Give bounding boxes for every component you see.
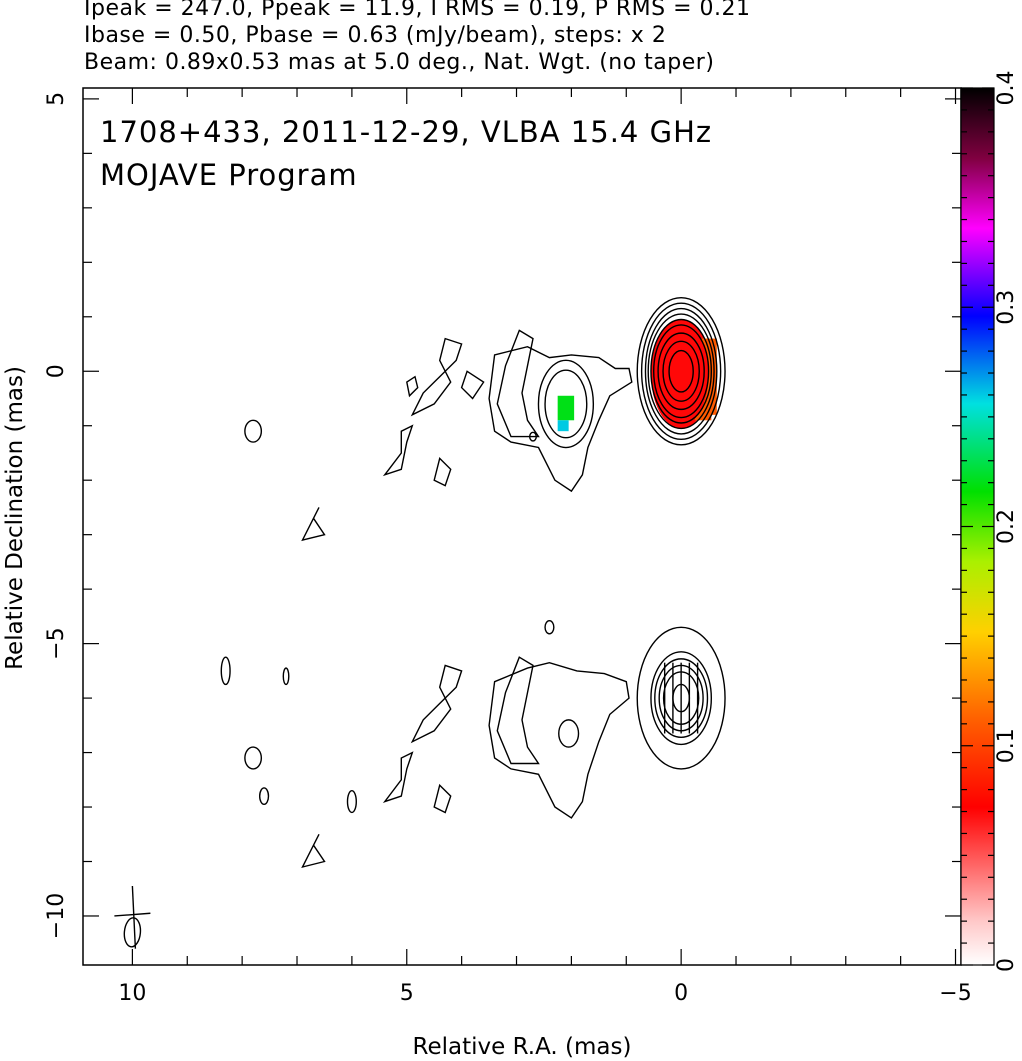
contour-blob [382,751,414,803]
contour-jet-knot [460,370,485,400]
contour-jet-component [544,369,588,439]
pol-patch-jet [557,395,575,421]
colorbar-tick-label: 0.3 [994,290,1019,325]
y-tick-label: −10 [44,893,69,939]
x-axis-label: Relative R.A. (mas) [413,1034,632,1060]
contour-blob [406,375,419,398]
plot-frame [82,87,962,966]
chart-subtitle: MOJAVE Program [100,158,358,192]
colorbar-tick-label: 0.4 [994,71,1019,106]
contour-jet-knot [410,337,463,417]
y-tick-label: −5 [44,627,69,659]
contour-blob [433,783,452,814]
colorbar-ticks: 0 0.1 0.2 0.3 0.4 [961,71,1019,972]
contour-core [668,349,694,393]
contour-blob [346,789,357,814]
contour-core [640,302,722,441]
contour-core [653,324,710,419]
beam-cross-x [114,912,151,917]
contour-blob [528,431,537,442]
contour-core [644,307,718,435]
header-beam-info: Beam: 0.89x0.53 mas at 5.0 deg., Nat. Wg… [84,50,715,75]
pol-patch-jet [557,420,569,432]
contour-pol-core [654,658,709,739]
y-axis-label: Relative Declination (mas) [2,366,28,670]
contour-blob [544,620,555,635]
pol-patch-core [653,322,709,426]
header-base-values: Ibase = 0.50, Pbase = 0.63 (mJy/beam), s… [84,23,667,48]
contour-pol-knot [410,664,463,744]
contour-blob [244,746,263,770]
contour-jet-component [537,359,595,449]
contour-core [636,297,726,446]
x-tick-label: −5 [939,981,971,1006]
contour-core [650,318,713,424]
contour-layer [220,297,726,869]
contour-jet-envelope [488,345,633,493]
colorbar-tick-label: 0 [994,958,1019,972]
contour-core [657,332,705,411]
beam-ellipse-group [114,885,151,949]
contour-blob [301,833,326,869]
chart-title: 1708+433, 2011-12-29, VLBA 15.4 GHz [100,115,712,149]
header-peak-values: Ipeak = 247.0, Ppeak = 11.9, I RMS = 0.1… [84,0,751,21]
x-tick-label: 0 [674,981,688,1006]
contour-blob [244,419,263,443]
contour-blob [382,424,414,477]
beam-cross-y [131,885,137,949]
axis-ticks: 10 5 0 −5 5 0 −5 −10 [44,88,972,1006]
contour-core [647,313,715,430]
contour-pol-core [650,651,713,746]
contour-pol-envelope [488,661,630,819]
y-tick-label: 5 [44,92,69,106]
contour-pol-knot [496,656,540,765]
colorbar-tick-label: 0.1 [994,728,1019,763]
contour-pol-core [636,626,726,770]
colorbar-tick-label: 0.2 [994,509,1019,544]
contour-blob [433,457,452,487]
y-tick-label: 0 [44,364,69,378]
contour-core [662,340,700,402]
contour-blob [282,667,290,686]
contour-blob [301,507,326,542]
contour-blob [220,656,231,686]
contour-blob [558,719,580,748]
contour-blob [258,787,270,806]
x-tick-label: 5 [400,981,414,1006]
beam-ellipse [123,917,142,948]
x-tick-label: 10 [118,981,146,1006]
contour-jet-knot [496,329,540,438]
